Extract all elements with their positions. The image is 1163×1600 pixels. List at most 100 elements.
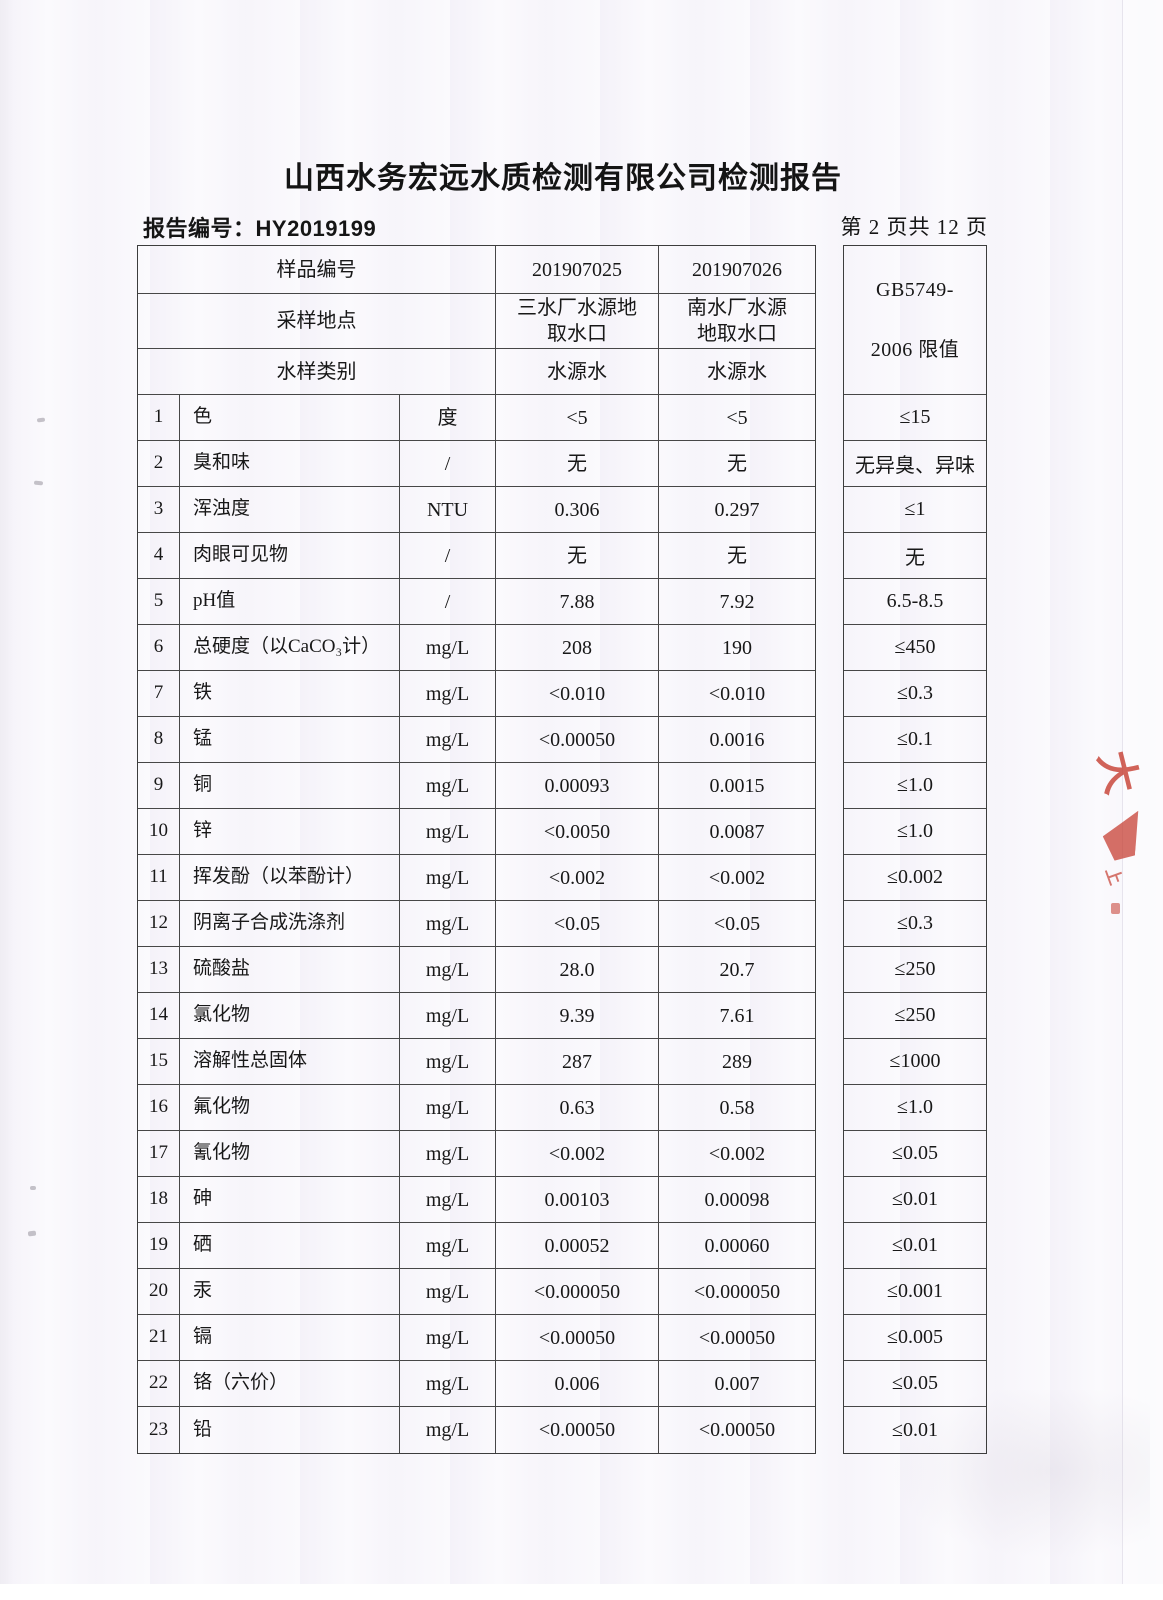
sample1-value: 无 xyxy=(496,441,659,487)
location-2: 南水厂水源 地取水口 xyxy=(659,294,815,349)
results-table: 样品编号 201907025 201907026 采样地点 三水厂水源地 取水口… xyxy=(137,245,816,1454)
param-unit: mg/L xyxy=(400,1407,496,1453)
row-number: 8 xyxy=(138,717,180,763)
sample2-value: 无 xyxy=(659,441,815,487)
param-unit: 度 xyxy=(400,395,496,441)
row-number: 10 xyxy=(138,809,180,855)
param-unit: mg/L xyxy=(400,855,496,901)
param-name: 锰 xyxy=(180,717,400,763)
sample2-value: <0.00050 xyxy=(698,1419,776,1441)
row-number: 18 xyxy=(138,1177,180,1223)
param-unit: mg/L xyxy=(400,1085,496,1131)
page-indicator: 第 2 页共 12 页 xyxy=(840,215,988,239)
row-number: 21 xyxy=(138,1315,180,1361)
sample1-value: <0.00050 xyxy=(496,1407,659,1453)
sample1-value: <0.00050 xyxy=(496,1315,659,1361)
param-name: 砷 xyxy=(180,1177,400,1223)
row-number: 15 xyxy=(138,1039,180,1085)
param-name: 挥发酚（以苯酚计） xyxy=(180,855,400,901)
param-name: 锌 xyxy=(180,809,400,855)
limit-value: ≤0.002 xyxy=(844,855,986,901)
param-name: 硫酸盐 xyxy=(180,947,400,993)
sample2-value: <0.010 xyxy=(659,671,815,717)
param-unit: mg/L xyxy=(400,671,496,717)
sample2-value: <0.000050 xyxy=(659,1269,815,1315)
row-number: 7 xyxy=(138,671,180,717)
param-unit: mg/L xyxy=(400,1269,496,1315)
row-number: 16 xyxy=(138,1085,180,1131)
sample1-value: 287 xyxy=(496,1039,659,1085)
param-name: 氟化物 xyxy=(180,1085,400,1131)
sample-no-1: 201907025 xyxy=(496,246,659,294)
limit-value: 无异臭、异味 xyxy=(844,441,986,487)
sample1-value: 0.00103 xyxy=(496,1177,659,1223)
scan-left-edge-shadow xyxy=(0,0,14,1584)
sample1-value: <0.0050 xyxy=(496,809,659,855)
param-name: 汞 xyxy=(180,1269,400,1315)
param-name: 肉眼可见物 xyxy=(180,533,400,579)
row-number: 1 xyxy=(138,395,180,441)
sample1-value: 0.006 xyxy=(496,1361,659,1407)
sample1-value: 9.39 xyxy=(496,993,659,1039)
paper-wrinkle-shadow xyxy=(870,1390,1150,1570)
param-unit: / xyxy=(400,579,496,625)
row-number: 9 xyxy=(138,763,180,809)
param-unit: / xyxy=(400,441,496,487)
limit-value: ≤450 xyxy=(844,625,986,671)
limit-value: ≤1.0 xyxy=(844,763,986,809)
param-name: 色 xyxy=(180,395,400,441)
sample-no-label: 样品编号 xyxy=(138,246,496,294)
param-unit: / xyxy=(400,533,496,579)
param-unit: mg/L xyxy=(400,901,496,947)
limit-value: ≤1.0 xyxy=(844,809,986,855)
report-number: 报告编号：HY2019199 xyxy=(143,211,376,243)
param-name: 铜 xyxy=(180,763,400,809)
row-number: 12 xyxy=(138,901,180,947)
param-name: 溶解性总固体 xyxy=(180,1039,400,1085)
param-name: 氯化物 xyxy=(180,993,400,1039)
location-1: 三水厂水源地 取水口 xyxy=(496,294,659,349)
row-number: 2 xyxy=(138,441,180,487)
report-number-label: 报告编号： xyxy=(143,216,256,241)
param-name: 铅 xyxy=(180,1407,400,1453)
row-number: 20 xyxy=(138,1269,180,1315)
param-name: 镉 xyxy=(180,1315,400,1361)
scan-right-gutter xyxy=(1123,0,1163,1584)
location-label: 采样地点 xyxy=(138,294,496,349)
param-unit: mg/L xyxy=(400,717,496,763)
limit-value: ≤0.005 xyxy=(844,1315,986,1361)
sample2-value: 7.92 xyxy=(659,579,815,625)
sample-no-2: 201907026 xyxy=(659,246,815,294)
param-unit: mg/L xyxy=(400,763,496,809)
sample2-value: 0.0015 xyxy=(659,763,815,809)
sample2-value: 无 xyxy=(659,533,815,579)
param-unit: mg/L xyxy=(400,1039,496,1085)
sample2-value: 0.297 xyxy=(659,487,815,533)
limit-value: ≤0.3 xyxy=(844,671,986,717)
sample1-value: 无 xyxy=(496,533,659,579)
limit-value: ≤0.05 xyxy=(844,1361,986,1407)
sample2-value: 0.00060 xyxy=(659,1223,815,1269)
sample1-value: <0.00050 xyxy=(496,717,659,763)
sample2-value: 0.58 xyxy=(659,1085,815,1131)
sample2-value: <0.05 xyxy=(659,901,815,947)
sample2-value: <0.002 xyxy=(659,855,815,901)
row-number: 22 xyxy=(138,1361,180,1407)
param-unit: mg/L xyxy=(400,1223,496,1269)
limit-value: ≤15 xyxy=(844,395,986,441)
row-number: 19 xyxy=(138,1223,180,1269)
limit-value: ≤250 xyxy=(844,993,986,1039)
sample1-value: 208 xyxy=(496,625,659,671)
param-name: pH值 xyxy=(180,579,400,625)
sample1-value: 0.00093 xyxy=(496,763,659,809)
sample2-value: 0.0087 xyxy=(659,809,815,855)
scan-speck xyxy=(27,1230,37,1237)
sample1-value: 0.306 xyxy=(496,487,659,533)
sample2-value: 7.61 xyxy=(659,993,815,1039)
param-name: 浑浊度 xyxy=(180,487,400,533)
limit-value: ≤0.3 xyxy=(844,901,986,947)
sample2-value: 0.0016 xyxy=(659,717,815,763)
row-number: 11 xyxy=(138,855,180,901)
sample1-value: <5 xyxy=(496,395,659,441)
limits-table: GB5749- 2006 限值 ≤15 无异臭、异味 ≤1 无 6.5-8.5 … xyxy=(843,245,987,1454)
